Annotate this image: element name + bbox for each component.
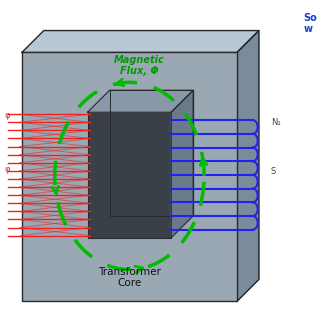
Text: Magnetic
Flux, Φ: Magnetic Flux, Φ bbox=[114, 55, 165, 76]
Text: S: S bbox=[271, 167, 276, 176]
Polygon shape bbox=[22, 31, 259, 52]
Polygon shape bbox=[88, 112, 171, 238]
Text: φ: φ bbox=[5, 111, 11, 120]
Polygon shape bbox=[22, 52, 237, 301]
Polygon shape bbox=[109, 90, 193, 216]
Text: N₁: N₁ bbox=[271, 118, 281, 127]
Text: φ: φ bbox=[5, 165, 11, 174]
Polygon shape bbox=[88, 90, 193, 112]
Text: Transformer
Core: Transformer Core bbox=[98, 267, 161, 288]
Polygon shape bbox=[171, 90, 193, 238]
Polygon shape bbox=[237, 31, 259, 301]
Text: So
w: So w bbox=[304, 13, 317, 34]
